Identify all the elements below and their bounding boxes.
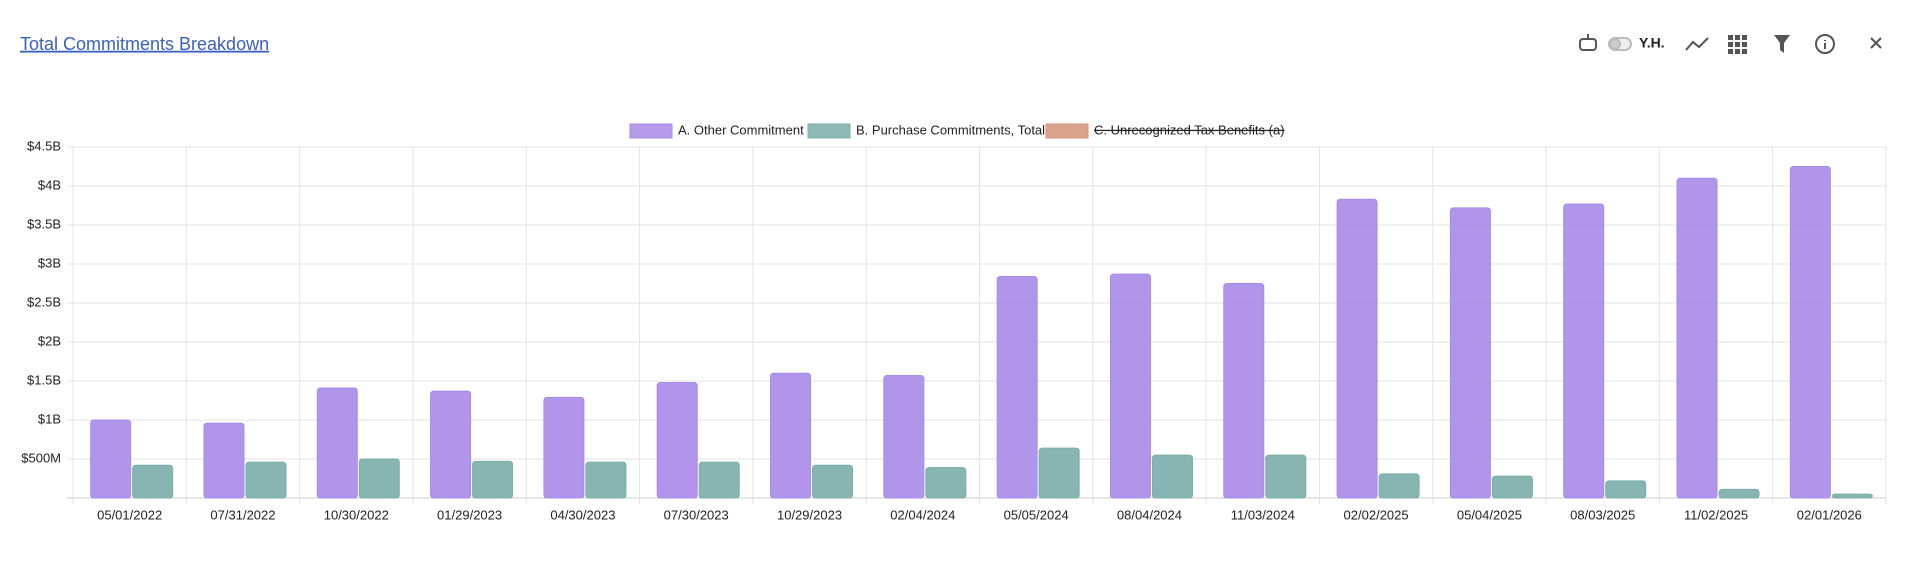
bar bbox=[925, 467, 967, 499]
x-tick-label: 05/01/2022 bbox=[97, 507, 162, 522]
bar bbox=[430, 390, 472, 499]
bar bbox=[203, 422, 245, 499]
legend-swatch[interactable] bbox=[807, 123, 851, 139]
bar bbox=[812, 464, 854, 499]
x-tick-label: 07/30/2023 bbox=[664, 507, 729, 522]
x-tick-label: 02/02/2025 bbox=[1344, 507, 1409, 522]
x-tick-label: 08/04/2024 bbox=[1117, 507, 1182, 522]
bar bbox=[1336, 198, 1378, 499]
y-tick-label: $4B bbox=[38, 177, 61, 192]
bar bbox=[1563, 203, 1605, 499]
bar bbox=[883, 375, 925, 499]
chart-title[interactable]: Total Commitments Breakdown bbox=[20, 34, 269, 54]
x-tick-label: 01/29/2023 bbox=[437, 507, 502, 522]
y-tick-label: $1.5B bbox=[27, 372, 61, 387]
y-tick-label: $3B bbox=[38, 255, 61, 270]
toolbar bbox=[1579, 34, 1882, 54]
bar bbox=[1038, 447, 1080, 499]
bar bbox=[656, 382, 698, 499]
bar bbox=[1449, 207, 1491, 499]
bar bbox=[472, 460, 514, 499]
bar bbox=[698, 461, 740, 499]
x-tick-label: 11/03/2024 bbox=[1231, 507, 1295, 522]
y-tick-label: $2B bbox=[38, 333, 61, 348]
legend-swatch[interactable] bbox=[1045, 123, 1089, 139]
bar bbox=[1378, 473, 1420, 499]
bar bbox=[996, 275, 1038, 499]
line-chart-icon[interactable] bbox=[1685, 37, 1709, 51]
x-tick-label: 02/04/2024 bbox=[890, 507, 955, 522]
toggle[interactable] bbox=[1608, 37, 1632, 51]
bar bbox=[1789, 166, 1831, 499]
y-tick-label: $3.5B bbox=[27, 216, 61, 231]
legend-label[interactable]: A. Other Commitment bbox=[678, 122, 804, 137]
robot-icon[interactable] bbox=[1579, 34, 1597, 51]
x-tick-label: 05/04/2025 bbox=[1457, 507, 1522, 522]
bar bbox=[1605, 480, 1647, 499]
x-tick-label: 05/05/2024 bbox=[1004, 507, 1069, 522]
bar bbox=[1831, 493, 1873, 499]
y-tick-label: $2.5B bbox=[27, 294, 61, 309]
bar bbox=[770, 372, 812, 499]
bar bbox=[1718, 488, 1760, 499]
bar bbox=[585, 461, 627, 499]
y-tick-label: $500M bbox=[21, 450, 61, 465]
bar bbox=[90, 419, 132, 499]
bar bbox=[543, 396, 585, 499]
y-tick-label: $4.5B bbox=[27, 138, 61, 153]
bar bbox=[132, 464, 174, 499]
info-icon[interactable] bbox=[1815, 34, 1835, 54]
x-tick-label: 11/02/2025 bbox=[1684, 507, 1748, 522]
bar bbox=[1151, 454, 1193, 499]
bar bbox=[358, 458, 400, 499]
user-initials: Y.H. bbox=[1639, 35, 1665, 51]
bar bbox=[1265, 454, 1307, 499]
grid-icon[interactable] bbox=[1728, 35, 1747, 54]
x-tick-label: 02/01/2026 bbox=[1797, 507, 1862, 522]
close-icon[interactable] bbox=[1870, 37, 1882, 49]
bar bbox=[316, 387, 358, 499]
legend-swatch[interactable] bbox=[629, 123, 673, 139]
x-tick-label: 07/31/2022 bbox=[210, 507, 275, 522]
bar bbox=[1223, 283, 1265, 499]
y-tick-label: $1B bbox=[38, 411, 61, 426]
bar bbox=[1676, 177, 1718, 499]
x-tick-label: 08/03/2025 bbox=[1570, 507, 1635, 522]
filter-icon[interactable] bbox=[1774, 35, 1790, 53]
bar bbox=[245, 461, 287, 499]
legend-label[interactable]: C. Unrecognized Tax Benefits (a) bbox=[1094, 122, 1285, 137]
x-tick-label: 10/29/2023 bbox=[777, 507, 842, 522]
legend-label[interactable]: B. Purchase Commitments, Total bbox=[856, 122, 1045, 137]
bar bbox=[1491, 475, 1533, 499]
x-tick-label: 04/30/2023 bbox=[550, 507, 615, 522]
x-tick-label: 10/30/2022 bbox=[324, 507, 389, 522]
bar bbox=[1109, 273, 1151, 499]
